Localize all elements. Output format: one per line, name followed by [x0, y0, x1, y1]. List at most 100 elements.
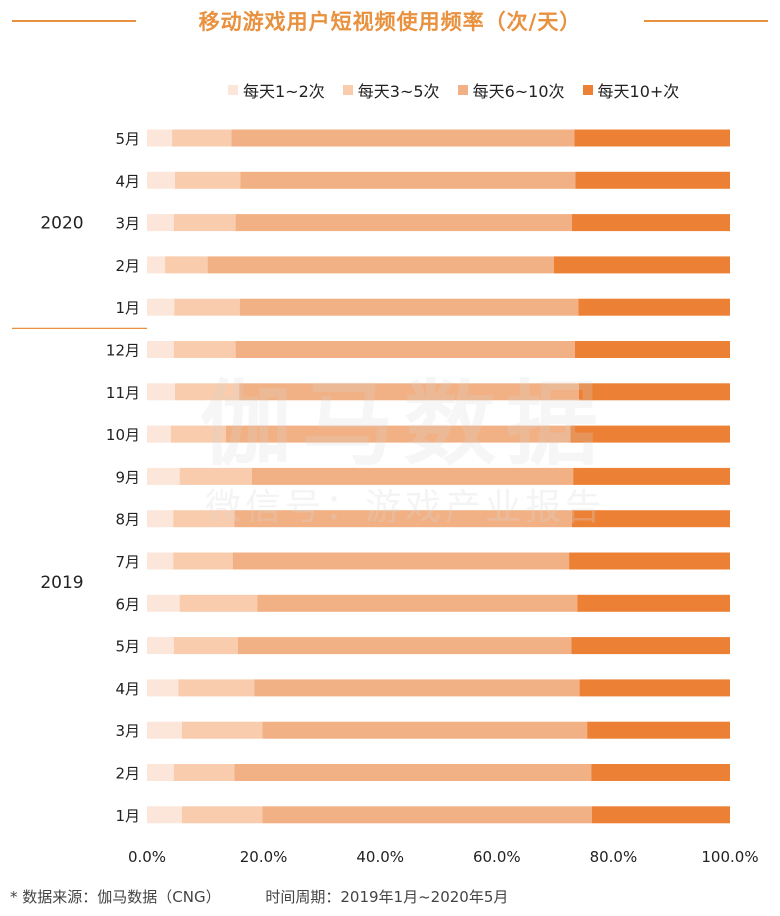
bar-segment: [232, 552, 570, 570]
bar-segment: [579, 679, 730, 697]
bar-segment: [239, 383, 580, 401]
x-tick-label: 60.0%: [473, 848, 521, 866]
bar-segment: [170, 425, 226, 443]
group-label: 2019: [40, 573, 83, 593]
bar-segment: [254, 679, 580, 697]
bar-segment: [174, 298, 240, 316]
bar-segment: [147, 256, 166, 274]
legend-label: 每天3~5次: [357, 82, 440, 101]
x-tick-label: 40.0%: [356, 848, 404, 866]
bar-segment: [147, 425, 171, 443]
category-label: 2月: [115, 765, 140, 783]
bar-segment: [147, 383, 175, 401]
category-label: 11月: [106, 384, 140, 402]
category-label: 3月: [115, 215, 140, 233]
category-label: 1月: [115, 299, 140, 317]
legend-swatch: [228, 85, 238, 95]
bar-segment: [174, 171, 241, 189]
legend-swatch: [457, 85, 468, 95]
category-label: 12月: [106, 342, 140, 360]
category-label: 2月: [115, 257, 140, 275]
bar-segment: [179, 594, 258, 612]
bar-segment: [578, 298, 730, 316]
bar-segment: [181, 806, 263, 824]
bar-segment: [574, 341, 730, 358]
bar-segment: [591, 764, 730, 781]
bar-segment: [147, 214, 174, 232]
bar-segment: [237, 637, 572, 655]
bar-segment: [173, 637, 238, 655]
bar-segment: [239, 298, 579, 316]
bar-segment: [147, 552, 174, 570]
x-tick-label: 0.0%: [128, 848, 166, 866]
bar-segment: [579, 383, 730, 401]
bar-segment: [572, 510, 730, 528]
legend-swatch: [582, 85, 593, 95]
bar-segment: [147, 721, 182, 739]
bar-segment: [553, 256, 730, 274]
bar-segment: [173, 552, 233, 570]
bar-segment: [235, 214, 573, 232]
category-label: 6月: [115, 595, 140, 613]
x-tick-label: 80.0%: [590, 848, 638, 866]
bar-segment: [173, 510, 235, 528]
bar-segment: [173, 214, 236, 232]
bar-segment: [147, 510, 174, 528]
bar-segment: [147, 637, 174, 655]
bar-segment: [147, 806, 182, 824]
bar-segment: [572, 214, 730, 232]
category-label: 3月: [115, 722, 140, 740]
bar-segment: [173, 764, 235, 781]
bar-segment: [147, 594, 180, 612]
title-line-right: [644, 20, 768, 22]
bar-segment: [591, 806, 730, 824]
bar-segment: [569, 552, 730, 570]
footer-period: 时间周期：2019年1月~2020年5月: [265, 888, 509, 906]
legend-item: 每天1~2次: [228, 78, 325, 102]
bar-segment: [147, 171, 175, 189]
stacked-bar-chart: 5月 4月 3月 2月 1月 12月 11月 10月 9月 8月 7月 6月 5月 4月 3月 2月 1月 202…: [12, 129, 759, 866]
bar-segment: [147, 679, 179, 697]
legend-label: 每天6~10次: [472, 82, 565, 101]
bar-segment: [257, 594, 578, 612]
category-label: 4月: [115, 172, 140, 190]
legend-item: 每天3~5次: [342, 78, 440, 102]
bar-segment: [587, 721, 730, 739]
category-label: 7月: [115, 553, 140, 571]
bar-segment: [235, 341, 575, 358]
category-label: 9月: [115, 468, 140, 486]
bar-segment: [165, 256, 208, 274]
legend-swatch: [342, 85, 353, 95]
legend-item: 每天6~10次: [457, 78, 565, 102]
category-label: 5月: [115, 130, 140, 148]
bar-segment: [147, 341, 174, 358]
bar-segment: [262, 721, 588, 739]
title-line-left: [12, 20, 136, 22]
bar-segment: [234, 510, 573, 528]
bar-segment: [147, 467, 180, 485]
bar-segment: [225, 425, 571, 443]
x-tick-label: 20.0%: [240, 848, 288, 866]
category-label: 4月: [115, 680, 140, 698]
bar-segment: [173, 341, 236, 358]
bar-segment: [573, 467, 730, 485]
legend-label: 每天10+次: [597, 82, 680, 101]
bar-segment: [262, 806, 592, 824]
category-label: 1月: [115, 807, 140, 825]
bar-segment: [179, 467, 252, 485]
category-label: 8月: [115, 511, 140, 529]
bar-segment: [231, 129, 575, 147]
bar-segment: [147, 764, 174, 781]
bar-segment: [570, 425, 730, 443]
footer: * 数据来源：伽马数据（CNG） 时间周期：2019年1月~2020年5月: [10, 886, 548, 907]
legend: 每天1~2次 每天3~5次 每天6~10次 每天10+次: [228, 78, 697, 102]
bar-segment: [577, 594, 730, 612]
bar-segment: [174, 383, 240, 401]
bar-segment: [147, 298, 175, 316]
category-label: 5月: [115, 638, 140, 656]
category-label: 10月: [106, 426, 140, 444]
legend-item: 每天10+次: [582, 78, 680, 102]
bar-segment: [571, 637, 730, 655]
x-tick-label: 100.0%: [701, 848, 758, 866]
bar-segment: [251, 467, 574, 485]
